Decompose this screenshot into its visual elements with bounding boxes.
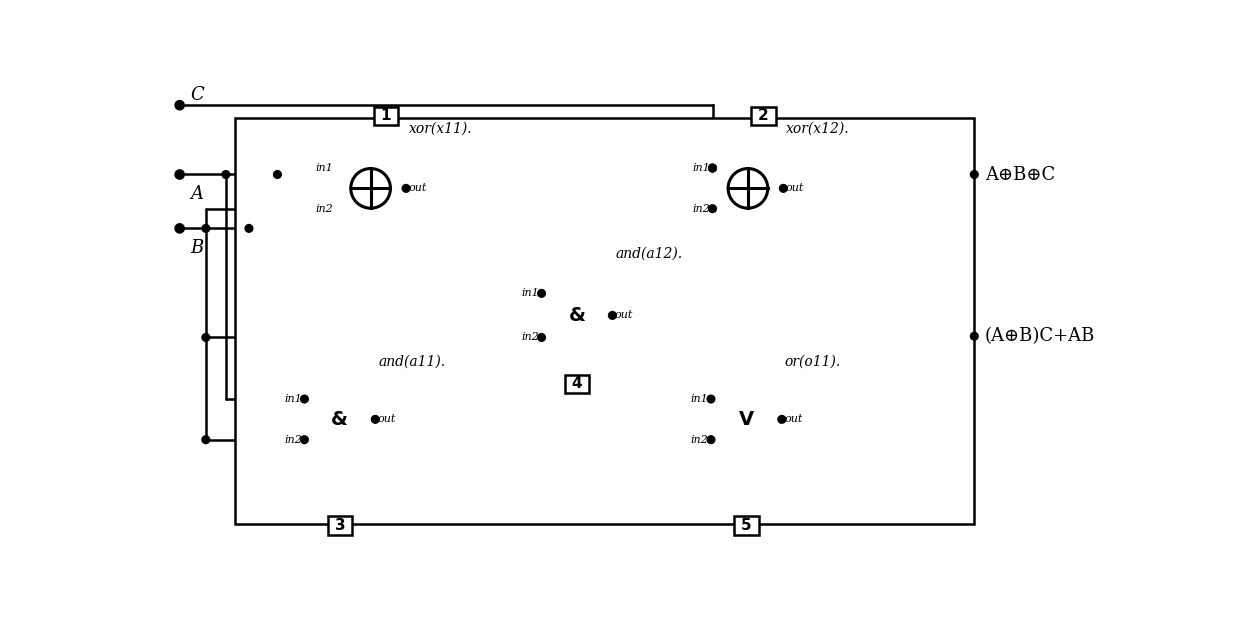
Text: in1: in1: [691, 394, 708, 404]
FancyBboxPatch shape: [327, 516, 352, 535]
Circle shape: [246, 224, 253, 232]
Circle shape: [274, 170, 281, 179]
Text: out: out: [615, 311, 634, 321]
Circle shape: [222, 170, 229, 179]
Circle shape: [707, 436, 714, 443]
Text: in2: in2: [315, 204, 332, 214]
Circle shape: [971, 170, 978, 179]
FancyBboxPatch shape: [236, 118, 975, 524]
Text: xor(x12).: xor(x12).: [786, 122, 851, 136]
Text: out: out: [784, 414, 802, 424]
Circle shape: [708, 164, 717, 172]
Circle shape: [708, 164, 717, 172]
Text: &: &: [331, 410, 348, 429]
Circle shape: [707, 395, 714, 403]
Circle shape: [538, 290, 546, 297]
Text: in1: in1: [522, 288, 539, 298]
FancyBboxPatch shape: [751, 107, 776, 125]
Circle shape: [175, 170, 185, 179]
FancyBboxPatch shape: [304, 373, 376, 466]
Text: in2: in2: [284, 435, 303, 445]
Text: and(a12).: and(a12).: [615, 247, 682, 261]
FancyBboxPatch shape: [335, 142, 405, 234]
Text: 4: 4: [572, 376, 583, 391]
Circle shape: [777, 415, 786, 423]
Text: xor(x11).: xor(x11).: [409, 122, 472, 136]
Text: B: B: [191, 239, 203, 257]
Text: 2: 2: [758, 108, 769, 123]
Circle shape: [175, 224, 185, 233]
Text: A⊕B⊕C: A⊕B⊕C: [985, 166, 1055, 184]
Circle shape: [609, 312, 616, 319]
Circle shape: [300, 395, 309, 403]
Circle shape: [402, 185, 410, 192]
FancyBboxPatch shape: [711, 373, 781, 466]
Text: in2: in2: [691, 435, 708, 445]
FancyBboxPatch shape: [713, 142, 784, 234]
Text: in2: in2: [522, 332, 539, 342]
Text: C: C: [191, 86, 205, 104]
FancyBboxPatch shape: [734, 516, 759, 535]
Circle shape: [708, 205, 717, 213]
Text: 5: 5: [742, 518, 751, 533]
Text: in1: in1: [315, 163, 332, 173]
Text: V: V: [739, 410, 754, 429]
Text: (A⊕B)C+AB: (A⊕B)C+AB: [985, 327, 1095, 345]
Text: in2: in2: [692, 204, 711, 214]
Text: and(a11).: and(a11).: [378, 355, 445, 368]
FancyBboxPatch shape: [373, 107, 398, 125]
Circle shape: [202, 334, 210, 341]
FancyBboxPatch shape: [564, 374, 589, 393]
Text: &: &: [568, 306, 585, 325]
Circle shape: [780, 185, 787, 192]
Text: out: out: [786, 184, 804, 193]
Circle shape: [202, 436, 210, 443]
Circle shape: [175, 100, 185, 110]
Text: in1: in1: [692, 163, 711, 173]
Circle shape: [202, 224, 210, 232]
Text: out: out: [408, 184, 427, 193]
Text: in1: in1: [284, 394, 303, 404]
Circle shape: [971, 332, 978, 340]
Text: 1: 1: [381, 108, 392, 123]
Circle shape: [300, 436, 309, 443]
Circle shape: [372, 415, 379, 423]
Text: out: out: [377, 414, 396, 424]
Text: A: A: [191, 185, 203, 203]
Circle shape: [538, 334, 546, 341]
Text: or(o11).: or(o11).: [785, 355, 841, 368]
FancyBboxPatch shape: [542, 265, 613, 365]
Text: 3: 3: [335, 518, 345, 533]
